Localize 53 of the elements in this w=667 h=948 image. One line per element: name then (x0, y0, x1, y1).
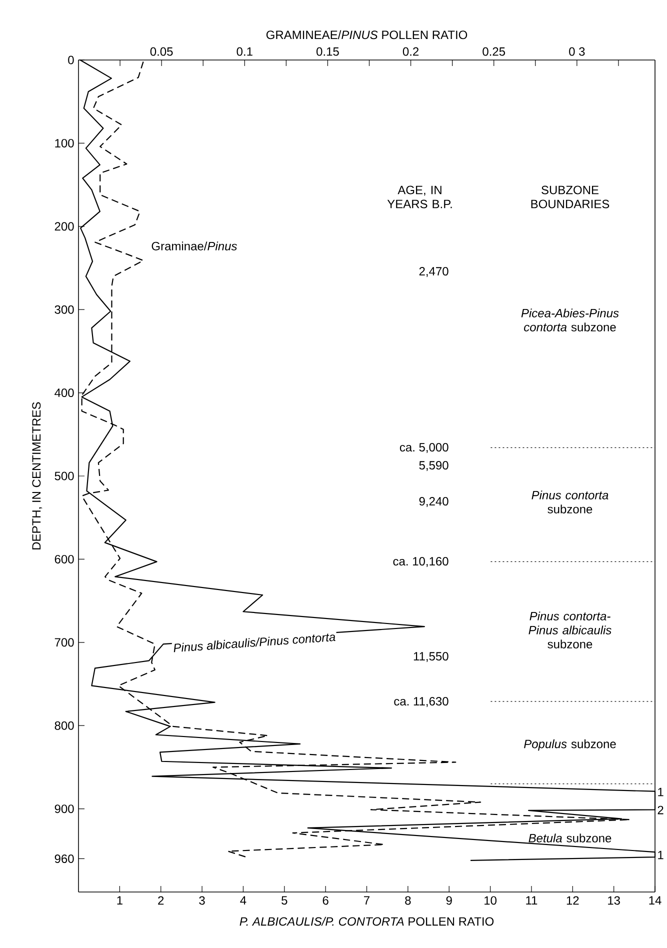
annotation: ca. 11,630 (394, 697, 448, 707)
y-tick-label: 700 (54, 638, 74, 647)
annotation: ca. 10,160 (393, 557, 448, 567)
annotation: 9,240 (419, 497, 448, 507)
text: 1 (658, 850, 664, 860)
x-tick-label: 6 (322, 896, 328, 905)
x2-tick-label: 0.25 (482, 47, 506, 56)
y-tick-label: 300 (54, 305, 74, 314)
y-axis-title: DEPTH, IN CENTIMETRES (32, 402, 42, 550)
annotation: Pinus contorta subzone (532, 490, 608, 514)
x2-tick-label: 0.1 (236, 47, 252, 56)
x-tick-label: 9 (446, 896, 452, 905)
annotation: Pinus contorta-Pinus albicaulis subzone (528, 612, 612, 648)
x-tick-label: 5 (282, 896, 288, 905)
y-tick-label: 400 (54, 388, 74, 398)
x2-tick-label: 0 3 (569, 47, 585, 56)
y-tick-label: 100 (55, 138, 74, 148)
x-axis-title: P. ALBICAULIS/P. CONTORTA POLLEN RATIO (240, 916, 494, 926)
y-tick-label: 0 (68, 56, 74, 64)
y-tick-label: 200 (54, 222, 74, 231)
x2-axis-title: GRAMINEAE/PINUS POLLEN RATIO (266, 30, 468, 40)
annotation: AGE, IN YEARS B.P. (387, 186, 452, 208)
x-tick-label: 4 (240, 896, 246, 904)
x2-tick-label: 0.2 (402, 47, 419, 56)
series-label: Graminae/Pinus (152, 242, 237, 250)
text: 2 (658, 806, 664, 814)
y-tick-label: 600 (54, 554, 74, 564)
annotation: Betula subzone (528, 834, 612, 842)
x-tick-label: 12 (566, 896, 579, 905)
annotation: 2,470 (419, 267, 448, 277)
x2-tick-label: 0.05 (150, 47, 173, 56)
x-tick-label: 3 (199, 896, 205, 905)
x-tick-label: 8 (405, 896, 411, 905)
x-tick-label: 2 (158, 896, 164, 905)
y-tick-label: 800 (54, 721, 74, 730)
x-tick-label: 7 (364, 896, 370, 904)
x-tick-label: 13 (608, 896, 620, 905)
x-tick-label: 10 (484, 896, 496, 905)
y-tick-label: 960 (54, 854, 74, 863)
annotation: Populus subzone (524, 739, 616, 751)
y-tick-label: 900 (54, 804, 74, 814)
x-tick-label: 11 (526, 896, 538, 904)
x-tick-label: 1 (117, 896, 122, 904)
annotation: 5,590 (419, 461, 448, 471)
text: 1 (658, 788, 664, 796)
annotation: SUBZONE BOUNDARIES (531, 186, 610, 208)
x2-tick-label: 0.15 (316, 47, 339, 56)
y-tick-label: 500 (54, 472, 74, 480)
annotation: 11,550 (414, 652, 448, 662)
annotation: ca. 5,000 (400, 443, 448, 453)
series-label: Pinus albicaulis/Pinus contorta (174, 634, 336, 652)
x-tick-label: 14 (649, 896, 662, 904)
annotation: Picea-Abies-Pinus contorta subzone (521, 308, 619, 332)
